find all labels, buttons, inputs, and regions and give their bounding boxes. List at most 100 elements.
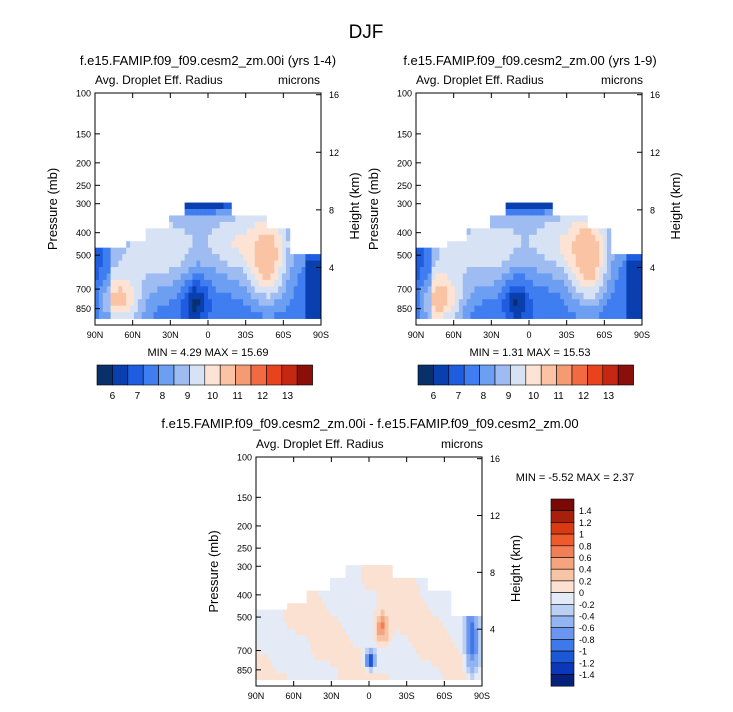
panel-left-title: f.e15.FAMIP.f09_f09.cesm2_zm.00i (yrs 1-… (80, 53, 336, 68)
heatmap-cell (361, 584, 366, 591)
heatmap-cell (353, 603, 358, 611)
heatmap-cell (279, 628, 284, 636)
heatmap-cell (188, 202, 193, 210)
heatmap-cell (192, 273, 197, 281)
heatmap-cell (415, 628, 421, 636)
heatmap-cell (263, 609, 269, 617)
heatmap-cell (235, 279, 240, 287)
heatmap-cell (337, 641, 343, 649)
heatmap-cell (161, 312, 166, 319)
heatmap-cell (411, 590, 417, 598)
heatmap-cell (564, 254, 569, 261)
heatmap-cell (313, 299, 318, 307)
heatmap-cell (622, 273, 627, 281)
heatmap-cell (322, 628, 327, 636)
heatmap-cell (509, 292, 514, 300)
heatmap-cell (289, 305, 295, 313)
heatmap-cell (470, 312, 475, 319)
y-tick-label: 700 (237, 646, 252, 656)
heatmap-cell (262, 299, 267, 307)
heatmap-cell (404, 647, 409, 655)
heatmap-cell (353, 660, 358, 668)
heatmap-cell (552, 228, 557, 236)
heatmap-cell (172, 305, 178, 313)
heatmap-cell (439, 279, 444, 287)
heatmap-cell (591, 254, 596, 261)
heatmap-cell (384, 616, 389, 623)
heatmap-cell (404, 660, 409, 668)
heatmap-cell (439, 666, 444, 674)
heatmap-cell (583, 228, 588, 236)
heatmap-cell (298, 603, 304, 611)
heatmap-cell (392, 596, 397, 604)
heatmap-cell (603, 273, 608, 281)
heatmap-cell (133, 292, 139, 300)
heatmap-cell (114, 273, 119, 281)
heatmap-cell (309, 286, 314, 294)
heatmap-cell (462, 654, 467, 661)
heatmap-cell (380, 584, 385, 591)
heatmap-cell (291, 635, 296, 642)
heatmap-cell (361, 641, 366, 649)
heatmap-cell (552, 305, 557, 313)
heatmap-cell (571, 241, 577, 249)
heatmap-cell (603, 254, 608, 261)
heatmap-cell (345, 616, 350, 623)
heatmap-cell (250, 221, 256, 229)
heatmap-cell (564, 312, 569, 319)
heatmap-cell (396, 609, 401, 617)
heatmap-cell (306, 673, 311, 681)
heatmap-cell (302, 660, 308, 668)
heatmap-cell (289, 312, 295, 319)
heatmap-cell (165, 254, 170, 261)
heatmap-cell (501, 299, 507, 307)
heatmap-cell (114, 305, 119, 313)
heatmap-cell (521, 228, 526, 236)
heatmap-cell (204, 299, 209, 307)
heatmap-cell (388, 609, 393, 617)
heatmap-cell (462, 299, 468, 307)
heatmap-cell (180, 247, 186, 255)
heatmap-cell (521, 260, 526, 268)
heatmap-cell (603, 286, 608, 294)
heatmap-cell (540, 273, 545, 281)
colorbar-swatch (550, 498, 575, 511)
heatmap-cell (133, 241, 139, 249)
heatmap-cell (353, 571, 358, 579)
heatmap-cell (208, 279, 213, 287)
heatmap-cell (130, 312, 135, 319)
heatmap-cell (415, 660, 421, 668)
heatmap-cell (345, 603, 350, 611)
heatmap-cell (361, 666, 366, 674)
heatmap-cell (548, 202, 553, 210)
heatmap-cell (326, 647, 331, 655)
heatmap-cell (287, 609, 292, 617)
heatmap-cell (180, 228, 186, 236)
panel-right-ylabel: Pressure (mb) (366, 168, 381, 250)
heatmap-cell (447, 292, 452, 300)
heatmap-cell (102, 273, 108, 281)
heatmap-cell (443, 603, 448, 611)
heatmap-cell (622, 305, 627, 313)
heatmap-cell (493, 305, 499, 313)
heatmap-cell (400, 603, 405, 611)
heatmap-cell (302, 616, 308, 623)
heatmap-cell (153, 247, 158, 255)
heatmap-cell (361, 673, 366, 681)
heatmap-cell (192, 241, 197, 249)
heatmap-cell (250, 254, 256, 261)
heatmap-cell (544, 254, 549, 261)
heatmap-cell (126, 241, 131, 249)
heatmap-cell (392, 622, 397, 630)
heatmap-cell (548, 286, 553, 294)
heatmap-cell (501, 286, 507, 294)
heatmap-cell (396, 654, 401, 661)
heatmap-cell (266, 247, 271, 255)
heatmap-cell (606, 254, 612, 261)
heatmap-cell (435, 590, 440, 598)
heatmap-cell (192, 260, 197, 268)
heatmap-cell (513, 286, 518, 294)
y-right-tick-label: 16 (650, 90, 660, 100)
heatmap-cell (239, 305, 244, 313)
heatmap-cell (285, 273, 291, 281)
